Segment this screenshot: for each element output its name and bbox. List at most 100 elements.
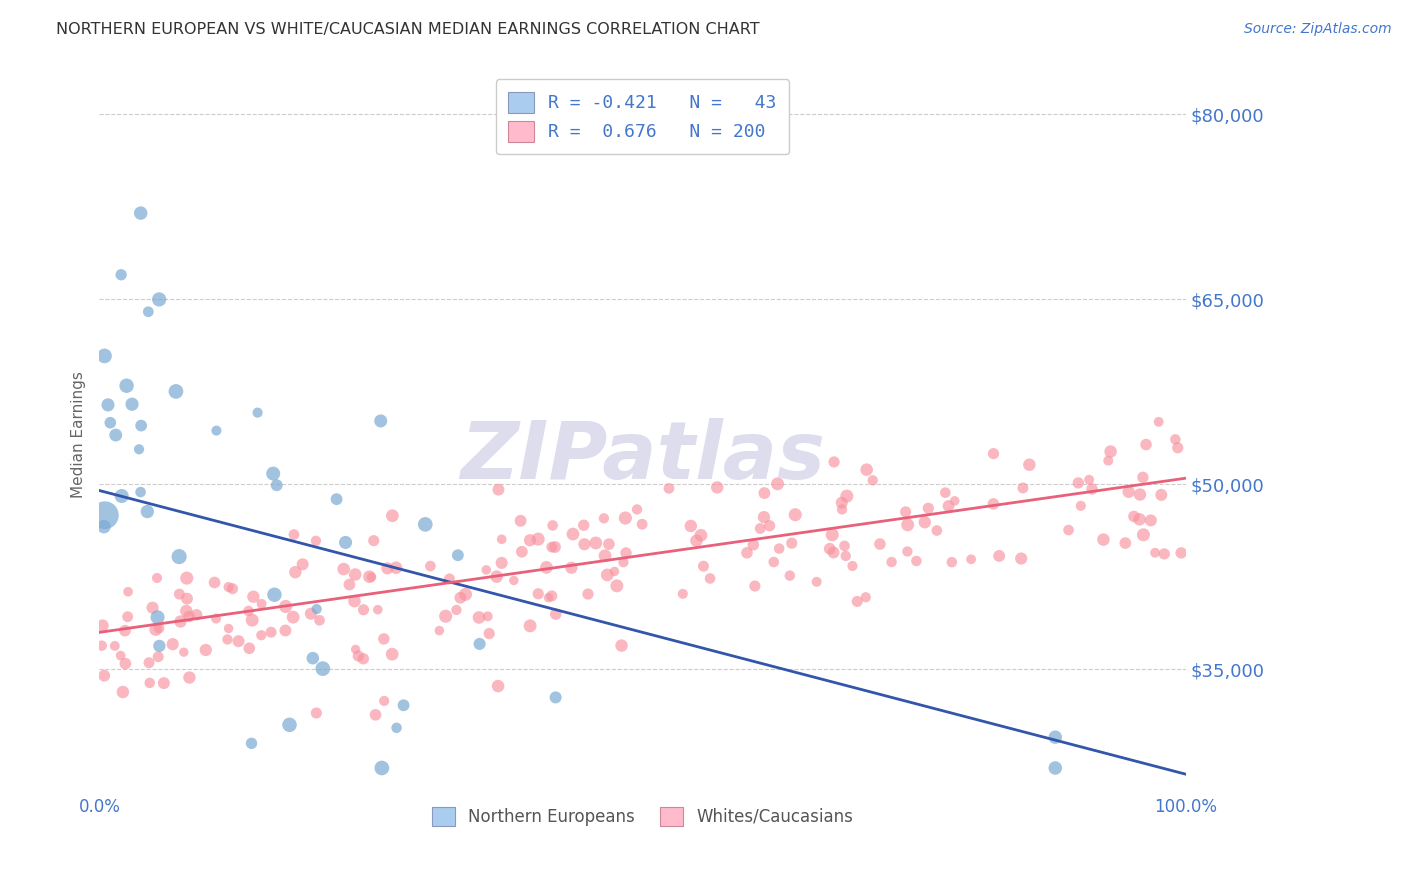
Point (540, 589, 562, 603)
Point (110, 268, 132, 282)
Point (305, 533, 328, 548)
Point (735, 546, 758, 560)
Point (754, 486, 776, 500)
Point (284, 565, 307, 579)
Point (240, 736, 263, 750)
Point (585, 536, 607, 550)
Point (560, 560, 582, 574)
Point (221, 582, 243, 596)
Text: ZIPatlas: ZIPatlas (460, 417, 825, 495)
Point (510, 545, 533, 559)
Point (1099, 444, 1122, 458)
Point (835, 489, 858, 503)
Point (217, 632, 239, 647)
Point (353, 603, 375, 617)
Point (960, 552, 983, 566)
Point (762, 555, 785, 569)
Point (941, 555, 963, 569)
Point (110, 648, 132, 663)
Point (173, 645, 195, 659)
Point (544, 607, 567, 621)
Point (894, 505, 917, 519)
Point (176, 604, 198, 618)
Point (165, 384, 187, 399)
Point (148, 649, 170, 664)
Legend: Northern Europeans, Whites/Caucasians: Northern Europeans, Whites/Caucasians (423, 798, 862, 834)
Point (519, 619, 541, 633)
Point (169, 615, 191, 629)
Point (343, 594, 366, 608)
Point (509, 514, 531, 528)
Point (897, 517, 920, 532)
Point (658, 482, 681, 496)
Point (218, 580, 240, 594)
Point (749, 521, 772, 535)
Point (1045, 761, 1067, 775)
Point (823, 455, 845, 469)
Point (371, 761, 394, 775)
Point (1092, 533, 1115, 547)
Point (468, 637, 491, 651)
Point (117, 584, 139, 599)
Point (176, 591, 198, 606)
Point (93, 668, 115, 682)
Point (614, 511, 637, 525)
Point (104, 639, 127, 653)
Point (1153, 547, 1175, 561)
Point (598, 537, 620, 551)
Point (439, 572, 461, 586)
Point (141, 600, 163, 615)
Point (943, 494, 966, 508)
Point (596, 568, 619, 582)
Point (862, 473, 884, 487)
Point (138, 676, 160, 690)
Point (136, 505, 159, 519)
Point (363, 533, 385, 548)
Point (1144, 546, 1167, 560)
Point (527, 532, 550, 546)
Point (1010, 551, 1032, 566)
Point (896, 544, 918, 558)
Point (177, 609, 200, 624)
Point (821, 528, 844, 542)
Point (228, 634, 250, 648)
Point (94, 508, 117, 523)
Point (1140, 513, 1163, 527)
Point (205, 424, 228, 438)
Point (129, 485, 152, 500)
Point (536, 560, 558, 574)
Point (367, 603, 389, 617)
Point (90, 639, 112, 653)
Point (692, 559, 714, 574)
Point (905, 554, 928, 568)
Point (527, 587, 550, 601)
Point (162, 637, 184, 651)
Point (699, 572, 721, 586)
Point (194, 643, 217, 657)
Point (364, 707, 387, 722)
Point (934, 485, 956, 500)
Point (93, 519, 115, 533)
Point (612, 555, 634, 569)
Point (381, 508, 404, 523)
Point (1128, 512, 1150, 526)
Point (146, 610, 169, 624)
Point (114, 657, 136, 671)
Point (104, 428, 127, 442)
Point (925, 524, 948, 538)
Point (145, 623, 167, 637)
Point (427, 624, 450, 638)
Point (486, 679, 509, 693)
Point (111, 489, 134, 503)
Point (238, 641, 260, 656)
Point (454, 587, 477, 601)
Point (780, 536, 803, 550)
Point (308, 613, 330, 627)
Point (128, 442, 150, 457)
Point (846, 594, 869, 608)
Point (562, 527, 585, 541)
Point (544, 690, 567, 705)
Point (148, 621, 170, 635)
Point (626, 502, 648, 516)
Point (385, 560, 408, 574)
